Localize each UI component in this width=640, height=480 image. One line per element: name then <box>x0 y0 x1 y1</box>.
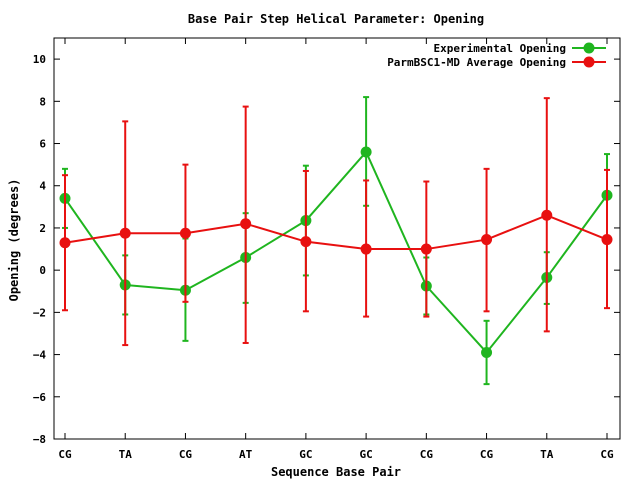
data-point <box>481 346 493 358</box>
series-line <box>64 150 608 355</box>
data-point <box>601 234 613 246</box>
y-axis: −8 −6 −4 −2 0 2 4 6 8 10 <box>33 53 620 446</box>
x-tick-label: GC <box>359 448 372 461</box>
x-axis: CG TA CG AT GC GC CG CG TA CG <box>58 38 614 461</box>
x-tick-label: CG <box>480 448 494 461</box>
y-tick-label: 0 <box>39 264 46 277</box>
data-point <box>119 227 131 239</box>
x-tick-label: CG <box>179 448 193 461</box>
legend-marker <box>583 56 595 68</box>
y-tick-label: −4 <box>33 349 47 362</box>
series-1 <box>59 96 613 386</box>
y-tick-label: 6 <box>39 138 46 151</box>
data-point <box>240 218 252 230</box>
x-tick-label: AT <box>239 448 253 461</box>
data-point <box>59 237 71 249</box>
x-tick-label: CG <box>600 448 614 461</box>
x-tick-label: TA <box>119 448 133 461</box>
series-2 <box>59 97 613 347</box>
y-tick-label: −2 <box>33 306 46 319</box>
data-point <box>179 227 191 239</box>
plot-frame <box>53 37 621 440</box>
y-tick-label: −8 <box>33 433 46 446</box>
legend-marker <box>583 42 595 54</box>
data-point <box>541 209 553 221</box>
data-point <box>481 234 493 246</box>
x-tick-label: CG <box>58 448 72 461</box>
x-tick-label: CG <box>420 448 434 461</box>
data-point <box>360 146 372 158</box>
data-point <box>420 243 432 255</box>
y-tick-label: 4 <box>39 180 46 193</box>
y-tick-label: 2 <box>39 222 46 235</box>
legend-label: Experimental Opening <box>434 42 566 55</box>
x-axis-label: Sequence Base Pair <box>271 465 401 479</box>
data-point <box>360 243 372 255</box>
legend-label: ParmBSC1-MD Average Opening <box>387 56 566 69</box>
y-tick-label: 8 <box>39 95 46 108</box>
series-line <box>64 214 608 251</box>
chart-title: Base Pair Step Helical Parameter: Openin… <box>188 12 484 26</box>
y-tick-label: 10 <box>33 53 46 66</box>
x-tick-label: TA <box>540 448 554 461</box>
data-point <box>300 236 312 248</box>
x-tick-label: GC <box>299 448 312 461</box>
y-tick-label: −6 <box>33 391 47 404</box>
series-layer <box>59 96 613 386</box>
y-axis-label: Opening (degrees) <box>7 179 21 302</box>
